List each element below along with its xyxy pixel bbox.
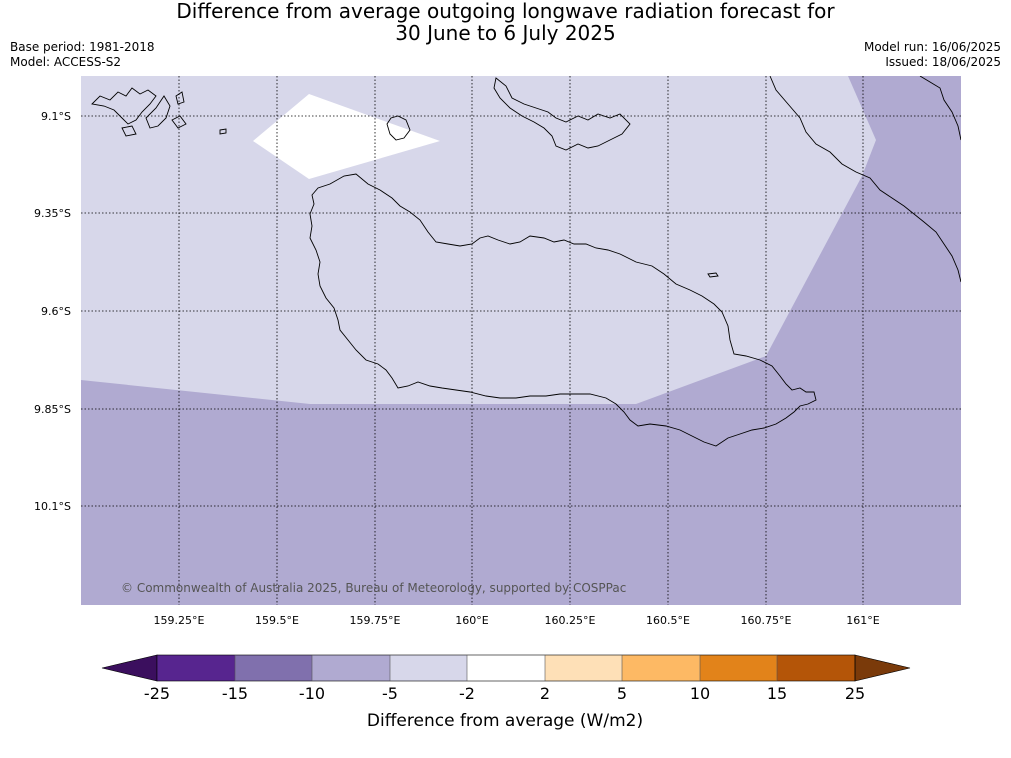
title-line-2: 30 June to 6 July 2025 [395, 21, 616, 45]
colorbar-tick: 25 [845, 684, 865, 703]
colorbar-over-arrow [854, 654, 911, 682]
malaita-coastline [919, 76, 961, 141]
colorbar-tick: -25 [144, 684, 170, 703]
colorbar-swatch [700, 655, 777, 681]
model-name: Model: ACCESS-S2 [10, 55, 122, 69]
lon-label: 160.75°E [741, 614, 792, 627]
russell-islands-coastline [171, 115, 187, 129]
colorbar-swatch [312, 655, 390, 681]
lat-label: 10.1°S [34, 500, 71, 513]
model-run: Model run: 16/06/2025 [863, 40, 1001, 54]
lon-label: 159.25°E [154, 614, 205, 627]
title-line-1: Difference from average outgoing longwav… [176, 0, 835, 23]
coastlines [91, 76, 961, 447]
copyright-notice: © Commonwealth of Australia 2025, Bureau… [121, 581, 626, 595]
islet-coastline [707, 272, 719, 278]
islet-coastline [219, 128, 227, 135]
anomaly-band-dark [81, 76, 961, 605]
colorbar-tick: -15 [222, 684, 248, 703]
graticule [81, 76, 961, 605]
colorbar-swatch [622, 655, 700, 681]
colorbar-ticks: -25 -15 -10 -5 -2 2 5 10 15 25 [144, 684, 865, 703]
colorbar-swatch [390, 655, 467, 681]
anomaly-band-near-zero [253, 94, 440, 179]
malaita-coastline [769, 76, 961, 283]
colorbar-tick: 15 [767, 684, 787, 703]
colorbar-title: Difference from average (W/m2) [367, 711, 643, 731]
meta-right: Model run: 16/06/2025 Issued: 18/06/2025 [864, 40, 1001, 70]
longitude-labels: 159.25°E 159.5°E 159.75°E 160°E 160.25°E… [154, 614, 880, 627]
colorbar-swatch [467, 655, 545, 681]
lat-label: 9.6°S [41, 305, 71, 318]
lat-label: 9.85°S [34, 403, 71, 416]
lat-label: 9.1°S [41, 110, 71, 123]
colorbar-dividers [234, 655, 778, 681]
meta-left: Base period: 1981-2018 Model: ACCESS-S2 [10, 40, 155, 70]
russell-islands-coastline [175, 91, 185, 105]
colorbar-tick: -5 [382, 684, 398, 703]
colorbar-swatch [157, 655, 235, 681]
colorbar-swatch [777, 655, 855, 681]
colorbar-tick: 2 [540, 684, 550, 703]
latitude-labels: 9.1°S 9.35°S 9.6°S 9.85°S 10.1°S [34, 110, 71, 513]
map-panel: © Commonwealth of Australia 2025, Bureau… [81, 76, 961, 605]
issued-date: Issued: 18/06/2025 [885, 55, 1001, 69]
lon-label: 160.5°E [646, 614, 690, 627]
colorbar: -25 -15 -10 -5 -2 2 5 10 15 25 Differenc… [101, 654, 911, 731]
colorbar-tick: 10 [690, 684, 710, 703]
lon-label: 159.75°E [350, 614, 401, 627]
colorbar-swatch [545, 655, 622, 681]
colorbar-under-arrow [101, 654, 158, 682]
russell-islands-coastline [91, 87, 157, 125]
russell-islands-coastline [121, 125, 137, 137]
savo-island-coastline [386, 115, 411, 141]
lon-label: 160.25°E [545, 614, 596, 627]
colorbar-tick: 5 [617, 684, 627, 703]
lon-label: 161°E [846, 614, 879, 627]
lon-label: 159.5°E [255, 614, 299, 627]
florida-islands-coastline [493, 77, 631, 151]
colorbar-frame [156, 654, 856, 682]
map-title: Difference from average outgoing longwav… [0, 0, 1011, 44]
colorbar-tick: -10 [299, 684, 325, 703]
lat-label: 9.35°S [34, 207, 71, 220]
russell-islands-coastline [145, 95, 171, 129]
guadalcanal-coastline [309, 173, 817, 447]
colorbar-tick: -2 [459, 684, 475, 703]
colorbar-swatch [235, 655, 312, 681]
base-period: Base period: 1981-2018 [10, 40, 155, 54]
lon-label: 160°E [455, 614, 488, 627]
